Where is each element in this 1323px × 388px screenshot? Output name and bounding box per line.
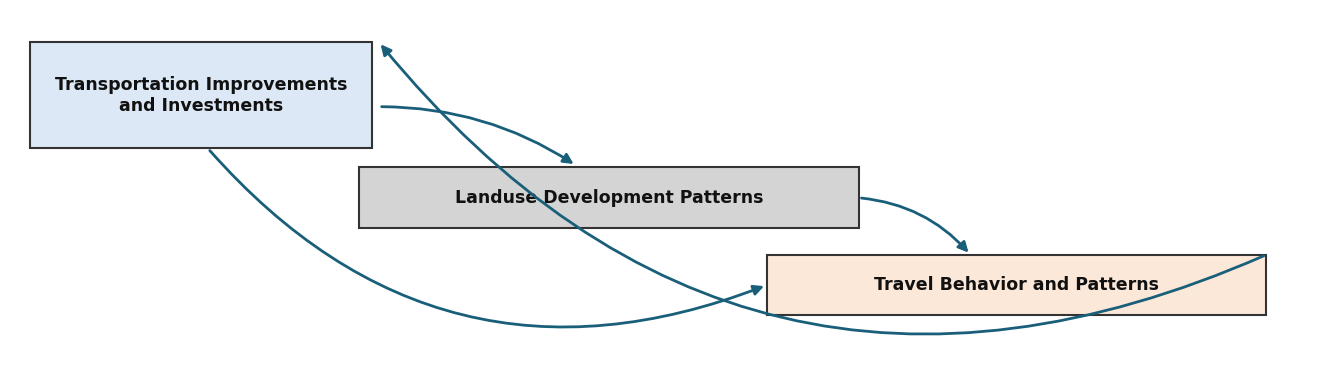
Text: Landuse Development Patterns: Landuse Development Patterns — [455, 189, 763, 207]
Text: Travel Behavior and Patterns: Travel Behavior and Patterns — [875, 276, 1159, 294]
FancyBboxPatch shape — [30, 42, 372, 149]
FancyBboxPatch shape — [766, 255, 1266, 315]
FancyBboxPatch shape — [359, 168, 859, 228]
Text: Transportation Improvements
and Investments: Transportation Improvements and Investme… — [56, 76, 348, 115]
